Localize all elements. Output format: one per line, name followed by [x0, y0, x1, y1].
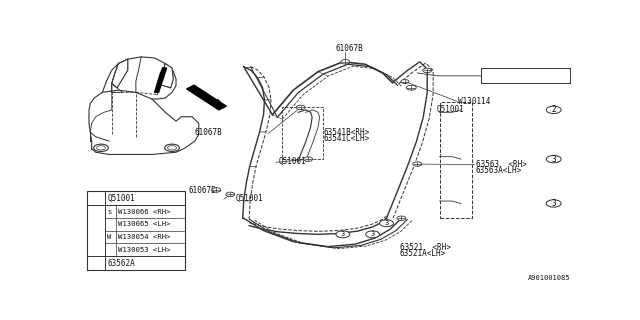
Circle shape — [336, 231, 350, 238]
Circle shape — [380, 220, 394, 227]
Polygon shape — [155, 68, 166, 92]
Text: 3: 3 — [371, 231, 375, 237]
Circle shape — [365, 231, 380, 238]
Text: Q51001: Q51001 — [278, 157, 306, 166]
Circle shape — [304, 157, 312, 161]
Text: 63521A<LH>: 63521A<LH> — [400, 250, 446, 259]
FancyBboxPatch shape — [481, 68, 570, 84]
Text: W130066 <RH>: W130066 <RH> — [118, 209, 171, 214]
Text: 63531  <RH>: 63531 <RH> — [511, 70, 563, 79]
Text: W130114: W130114 — [458, 97, 491, 106]
Text: 3: 3 — [552, 155, 556, 164]
Text: 63541C<LH>: 63541C<LH> — [323, 134, 369, 143]
Polygon shape — [112, 59, 128, 88]
Circle shape — [90, 228, 103, 234]
Text: 3: 3 — [552, 199, 556, 208]
Text: s: s — [107, 209, 111, 214]
Text: Q51001: Q51001 — [236, 194, 264, 203]
Text: 63531A<LH>: 63531A<LH> — [511, 76, 558, 85]
Circle shape — [423, 68, 431, 73]
Text: 3: 3 — [94, 260, 99, 266]
Ellipse shape — [164, 144, 179, 151]
Text: 63521  <RH>: 63521 <RH> — [400, 243, 451, 252]
Circle shape — [212, 188, 221, 192]
Text: Q51001: Q51001 — [436, 105, 464, 114]
FancyBboxPatch shape — [87, 191, 185, 270]
Circle shape — [547, 200, 561, 207]
Text: W130065 <LH>: W130065 <LH> — [118, 221, 171, 227]
Text: A901001085: A901001085 — [527, 275, 570, 281]
Text: 2: 2 — [94, 228, 99, 234]
Text: 3: 3 — [385, 220, 388, 226]
Text: 3: 3 — [340, 231, 345, 237]
Ellipse shape — [168, 146, 177, 150]
Ellipse shape — [93, 144, 108, 151]
Text: 1: 1 — [94, 195, 99, 201]
Circle shape — [226, 192, 235, 196]
Text: 63563  <RH>: 63563 <RH> — [476, 160, 527, 169]
Text: 63562A: 63562A — [108, 259, 135, 268]
Circle shape — [401, 80, 409, 84]
Text: 61067B: 61067B — [335, 44, 363, 53]
Circle shape — [547, 106, 561, 114]
Circle shape — [397, 216, 406, 220]
Text: 61067B: 61067B — [188, 186, 216, 195]
Polygon shape — [187, 85, 227, 110]
Text: Q51001: Q51001 — [108, 194, 135, 203]
Text: 63563A<LH>: 63563A<LH> — [476, 166, 522, 175]
Circle shape — [406, 85, 416, 90]
Text: 63541B<RH>: 63541B<RH> — [323, 128, 369, 137]
Text: W130054 <RH>: W130054 <RH> — [118, 234, 171, 240]
Text: 2: 2 — [552, 105, 556, 114]
Text: 61067B: 61067B — [194, 128, 222, 137]
Text: W130053 <LH>: W130053 <LH> — [118, 247, 171, 253]
Circle shape — [547, 156, 561, 163]
Ellipse shape — [97, 146, 106, 150]
Circle shape — [413, 162, 422, 166]
Circle shape — [90, 195, 103, 201]
Circle shape — [296, 105, 305, 110]
Circle shape — [341, 60, 350, 64]
Text: W: W — [107, 234, 111, 240]
Circle shape — [90, 260, 103, 266]
Polygon shape — [160, 64, 173, 88]
